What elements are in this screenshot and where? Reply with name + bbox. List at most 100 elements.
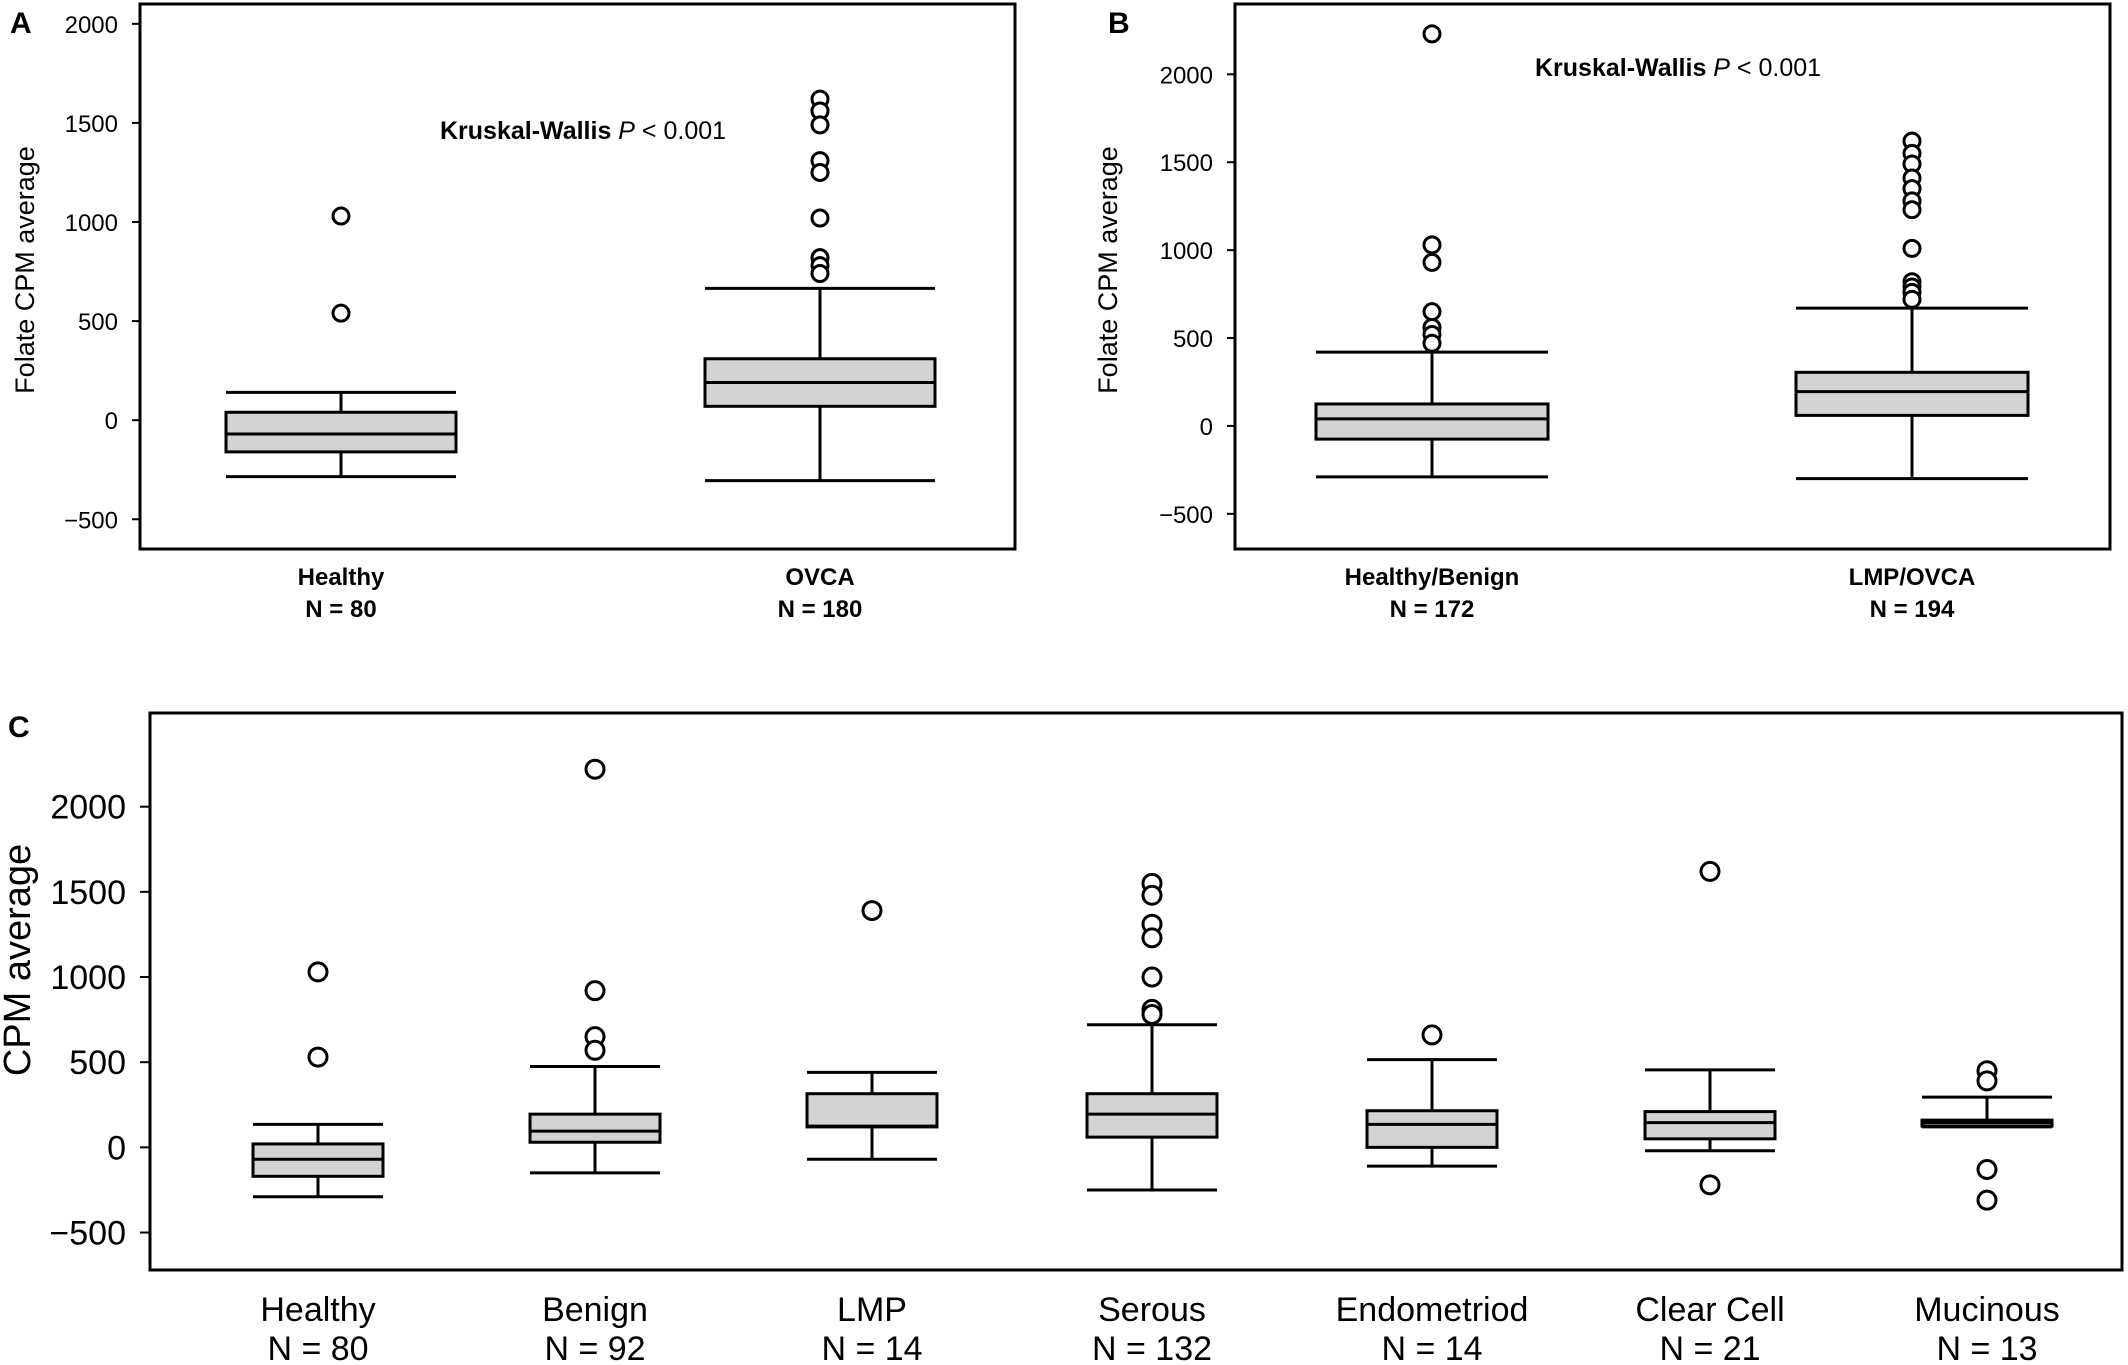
- panel-b-plot-frame: [1233, 2, 2112, 551]
- panel-c-n-label-lmp: N = 14: [821, 1330, 922, 1365]
- outlier-point: [1699, 860, 1721, 882]
- panel-c-category-label-benign: Benign: [542, 1291, 648, 1329]
- panel-b-y-tick-label: 1500: [1160, 150, 1213, 177]
- outlier-point: [1976, 1159, 1998, 1181]
- panel-b-y-axis-label: Folate CPM average: [1093, 146, 1123, 394]
- panel-a-kruskal-wallis-note: Kruskal-Wallis P < 0.001: [440, 117, 726, 145]
- panel-a-boxes: [224, 89, 937, 483]
- panel-c-category-label-lmp: LMP: [837, 1291, 907, 1329]
- panel-c-n-label-healthy: N = 80: [267, 1330, 368, 1365]
- panel-a-y-tick-label: 500: [78, 309, 118, 336]
- panel-a-y-tick-label: 2000: [65, 12, 118, 39]
- panel-a-category-label-ovca: OVCA: [785, 564, 854, 591]
- outlier-point: [1422, 24, 1442, 44]
- outlier-point: [1902, 200, 1922, 220]
- outlier-point: [1141, 1003, 1163, 1025]
- outlier-point: [1141, 966, 1163, 988]
- panel-c-letter: C: [8, 711, 30, 744]
- panel-b-kruskal-wallis-note: Kruskal-Wallis P < 0.001: [1535, 54, 1821, 82]
- panel-c-category-label-clear-cell: Clear Cell: [1635, 1291, 1784, 1329]
- outlier-point: [307, 961, 329, 983]
- panel-a-y-tick-label: 1500: [65, 111, 118, 138]
- panel-c-box-clear-cell: [1643, 860, 1777, 1196]
- outlier-point: [1422, 235, 1442, 255]
- outlier-point: [1902, 289, 1922, 309]
- outlier-point: [1699, 1174, 1721, 1196]
- outlier-point: [861, 900, 883, 922]
- outlier-point: [1422, 302, 1442, 322]
- outlier-point: [331, 303, 351, 323]
- panel-b-n-label-healthy-benign: N = 172: [1390, 596, 1475, 623]
- outlier-point: [1422, 252, 1442, 272]
- panel-c-y-tick-label: 1000: [50, 959, 126, 997]
- panel-b-category-label-lmp-ovca: LMP/OVCA: [1849, 564, 1976, 591]
- iqr-box: [1314, 402, 1550, 441]
- panel-c-n-label-serous: N = 132: [1092, 1330, 1212, 1365]
- panel-c-box-mucinous: [1920, 1060, 2054, 1211]
- iqr-box: [805, 1092, 939, 1129]
- iqr-box: [528, 1112, 662, 1144]
- outlier-point: [810, 162, 830, 182]
- panel-b: B Folate CPM average 2000 1500 1000 500 0 −50…: [1093, 2, 2112, 623]
- panel-c-y-tick-label: 1500: [50, 874, 126, 912]
- panel-b-y-tick-label: 2000: [1160, 62, 1213, 89]
- panel-c-category-label-mucinous: Mucinous: [1914, 1291, 2060, 1329]
- iqr-box: [1365, 1109, 1499, 1149]
- iqr-box: [1794, 370, 2030, 417]
- outlier-point: [584, 1039, 606, 1061]
- panel-c-n-label-benign: N = 92: [544, 1330, 645, 1365]
- panel-c-box-endometriod: [1365, 1024, 1499, 1168]
- panel-a-box-healthy: [224, 206, 458, 479]
- panel-a-n-label-ovca: N = 180: [778, 596, 863, 623]
- panel-c-boxes: [251, 758, 2054, 1211]
- panel-a: A Folate CPM average 2000 1500 1000 500 0 −50…: [10, 2, 1017, 623]
- outlier-point: [1141, 927, 1163, 949]
- panel-c-box-healthy: [251, 961, 385, 1199]
- outlier-point: [1976, 1189, 1998, 1211]
- outlier-point: [1141, 884, 1163, 906]
- panel-b-letter: B: [1108, 7, 1130, 40]
- panel-a-n-label-healthy: N = 80: [305, 596, 376, 623]
- panel-c-category-label-serous: Serous: [1098, 1291, 1206, 1329]
- panel-a-y-ticks: 2000 1500 1000 500 0 −500: [64, 12, 140, 534]
- outlier-point: [584, 758, 606, 780]
- panel-c: C CPM average 2000 1500 1000 500 0 −500 Healt…: [0, 711, 2124, 1365]
- panel-c-y-ticks: 2000 1500 1000 500 0 −500: [49, 789, 150, 1253]
- panel-c-y-tick-label: 0: [107, 1129, 126, 1167]
- outlier-point: [810, 208, 830, 228]
- panel-c-y-tick-label: −500: [49, 1215, 126, 1253]
- outlier-point: [810, 115, 830, 135]
- panel-a-y-tick-label: 0: [105, 408, 118, 435]
- outlier-point: [1422, 333, 1442, 353]
- panel-a-plot-frame: [138, 2, 1017, 551]
- outlier-point: [1976, 1070, 1998, 1092]
- outlier-point: [810, 264, 830, 284]
- outlier-point: [584, 980, 606, 1002]
- panel-b-box-lmp-ovca: [1794, 131, 2030, 481]
- iqr-box: [1643, 1110, 1777, 1141]
- panel-c-box-lmp: [805, 900, 939, 1161]
- panel-c-box-benign: [528, 758, 662, 1175]
- panel-b-y-tick-label: 500: [1173, 326, 1213, 353]
- panel-b-boxes: [1314, 24, 2030, 481]
- panel-b-category-label-healthy-benign: Healthy/Benign: [1345, 564, 1520, 591]
- outlier-point: [307, 1046, 329, 1068]
- panel-c-box-serous: [1085, 872, 1219, 1192]
- panel-a-y-tick-label: −500: [64, 507, 118, 534]
- panel-a-box-ovca: [703, 89, 937, 483]
- outlier-point: [1421, 1024, 1443, 1046]
- panel-b-y-tick-label: 0: [1200, 414, 1213, 441]
- panel-c-plot-frame: [148, 711, 2124, 1272]
- panel-b-y-tick-label: −500: [1159, 502, 1213, 529]
- panel-a-letter: A: [10, 7, 32, 40]
- panel-c-y-tick-label: 2000: [50, 789, 126, 827]
- panel-b-n-label-lmp-ovca: N = 194: [1870, 596, 1955, 623]
- panel-b-box-healthy-benign: [1314, 24, 1550, 479]
- panel-a-category-label-healthy: Healthy: [298, 564, 385, 591]
- panel-c-category-label-healthy: Healthy: [260, 1291, 375, 1329]
- panel-c-y-axis-label: CPM average: [0, 844, 39, 1076]
- outlier-point: [1902, 238, 1922, 258]
- panel-c-category-label-endometriod: Endometriod: [1336, 1291, 1529, 1329]
